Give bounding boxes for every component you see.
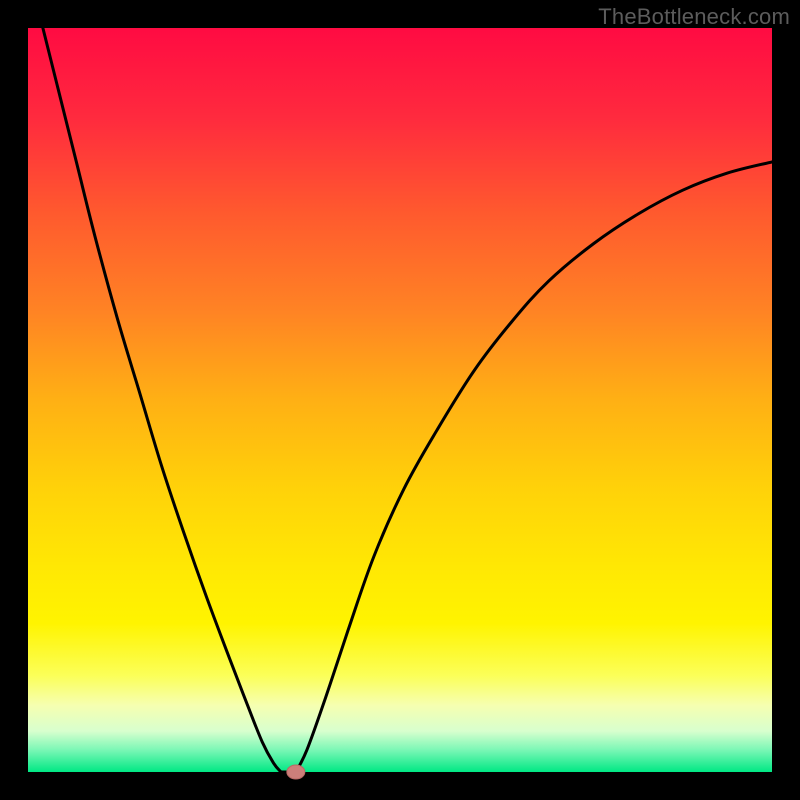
optimal-point-marker — [287, 765, 305, 779]
plot-background — [28, 28, 772, 772]
watermark-label: TheBottleneck.com — [598, 4, 790, 30]
bottleneck-chart — [0, 0, 800, 800]
chart-frame: TheBottleneck.com — [0, 0, 800, 800]
